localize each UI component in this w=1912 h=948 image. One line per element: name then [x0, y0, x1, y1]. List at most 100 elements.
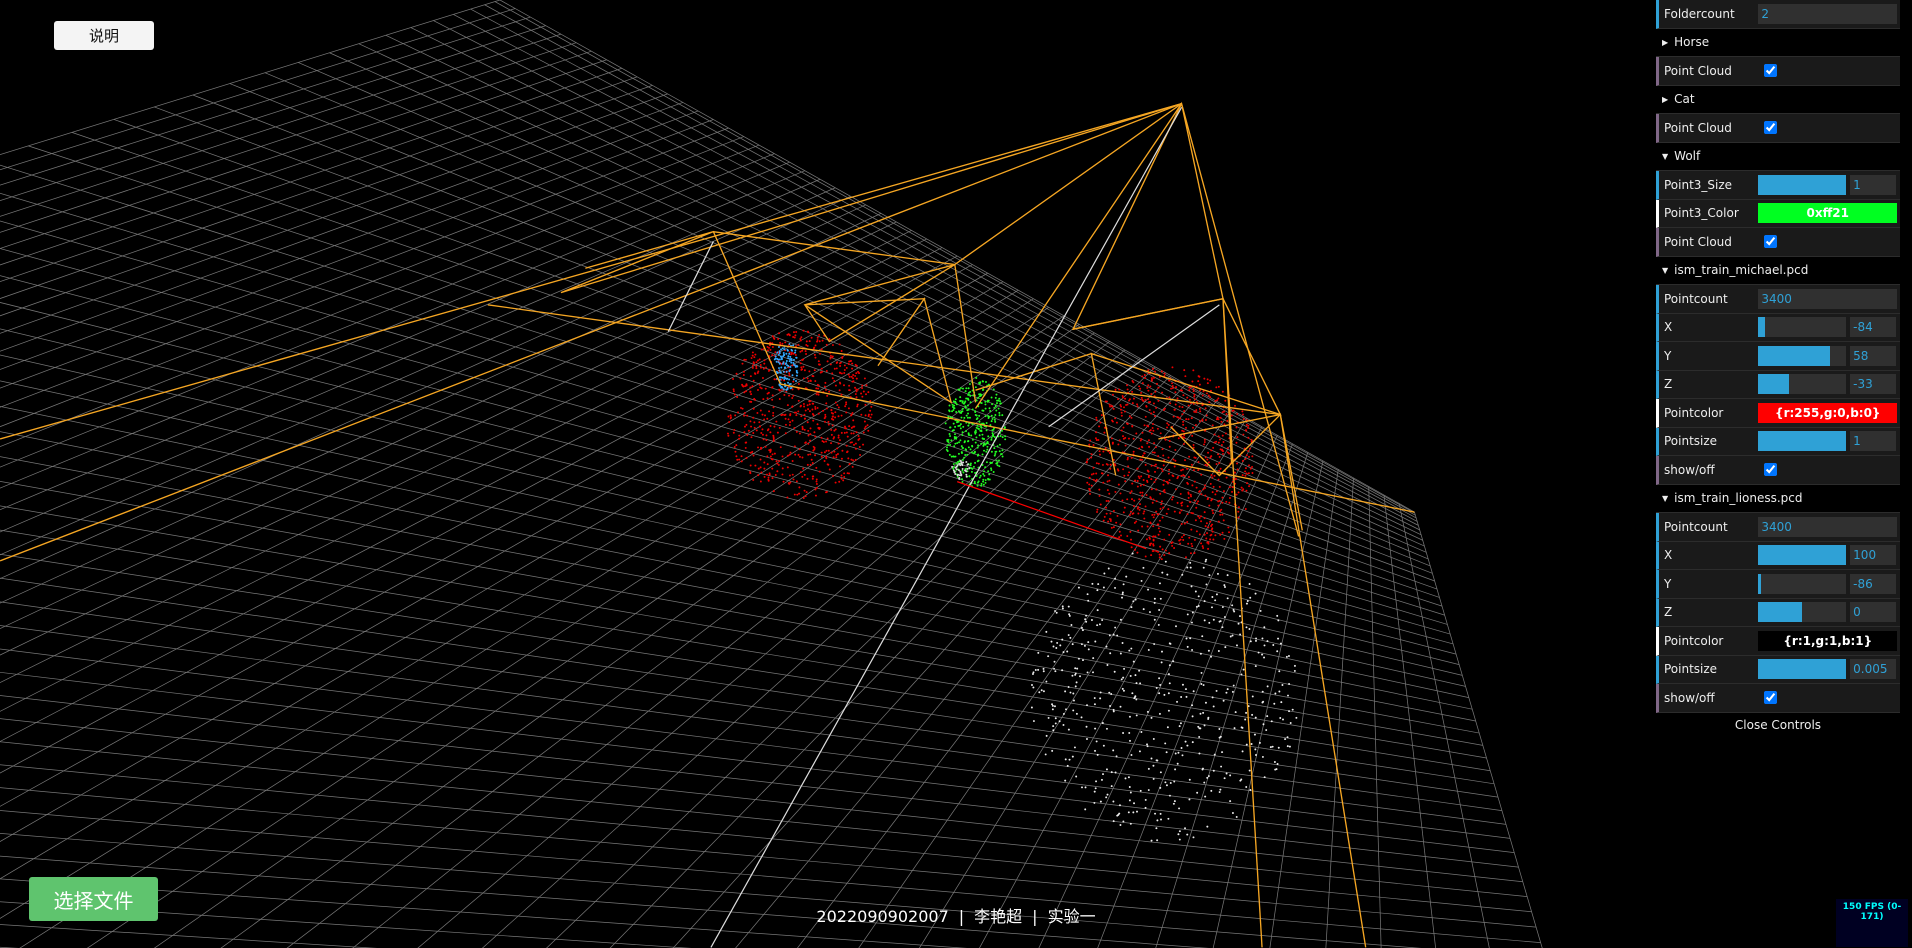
point [1203, 441, 1206, 444]
point [782, 370, 785, 373]
point [1093, 801, 1096, 804]
point [1097, 462, 1100, 465]
slider-value[interactable]: 1 [1850, 174, 1896, 195]
point [783, 378, 786, 381]
slider[interactable] [1758, 317, 1847, 338]
point [827, 423, 830, 426]
point [1119, 492, 1122, 495]
point [802, 329, 805, 332]
slider-value[interactable]: 1 [1850, 431, 1896, 452]
point [1188, 778, 1191, 781]
point [1203, 781, 1206, 784]
point [980, 430, 983, 433]
slider[interactable] [1758, 174, 1847, 195]
point [1204, 795, 1207, 798]
point [1266, 685, 1269, 688]
point [1001, 436, 1004, 439]
help-button[interactable]: 说明 [54, 21, 154, 50]
point [1119, 705, 1122, 708]
point [985, 380, 987, 383]
point [1161, 650, 1163, 653]
point [1185, 418, 1188, 421]
point [1272, 644, 1275, 646]
point [1112, 633, 1115, 636]
point [1193, 395, 1196, 398]
slider[interactable] [1758, 659, 1847, 680]
control-row[interactable]: ▼ Wolf [1656, 142, 1900, 171]
control-row[interactable]: ▶ Horse [1656, 28, 1900, 57]
slider-value[interactable]: 0.005 [1850, 659, 1896, 680]
point [991, 432, 994, 435]
point [1186, 566, 1189, 569]
point [1223, 777, 1226, 780]
slider-value[interactable]: 58 [1850, 345, 1896, 366]
slider-value[interactable]: 100 [1850, 545, 1896, 566]
point [750, 357, 753, 360]
checkbox[interactable] [1764, 121, 1778, 135]
control-row[interactable]: ▼ ism_train_lioness.pcd [1656, 484, 1900, 513]
control-row[interactable]: ▼ ism_train_michael.pcd [1656, 256, 1900, 285]
point [749, 400, 752, 403]
point [1204, 494, 1207, 497]
slider[interactable] [1758, 602, 1847, 623]
point [794, 364, 796, 367]
point [1219, 416, 1222, 419]
point [1186, 505, 1189, 508]
point [785, 360, 788, 362]
control-input: 0.005 [1758, 659, 1900, 680]
close-controls[interactable]: Close Controls [1656, 712, 1900, 737]
point [1255, 639, 1257, 642]
point [1217, 385, 1220, 388]
point [861, 384, 864, 387]
point [1172, 802, 1175, 805]
checkbox[interactable] [1764, 64, 1778, 78]
point [850, 359, 853, 362]
point [746, 414, 749, 417]
point [1098, 623, 1101, 626]
point [797, 399, 800, 402]
checkbox[interactable] [1764, 235, 1778, 249]
checkbox[interactable] [1764, 691, 1778, 705]
point [950, 439, 953, 442]
slider[interactable] [1758, 573, 1847, 594]
slider[interactable] [1758, 545, 1847, 566]
number-field[interactable]: 3400 [1758, 288, 1898, 309]
select-file-button[interactable]: 选择文件 [29, 877, 158, 921]
point [1192, 369, 1195, 372]
point [1152, 737, 1155, 740]
point [1096, 624, 1099, 627]
point [1144, 505, 1147, 508]
point [961, 431, 964, 434]
point [1157, 513, 1160, 516]
color-swatch[interactable]: {r:255,g:0,b:0} [1758, 402, 1898, 423]
slider-value[interactable]: -33 [1850, 374, 1896, 395]
control-label: Point3_Color [1664, 206, 1739, 221]
point [1179, 492, 1182, 495]
slider[interactable] [1758, 431, 1847, 452]
point [812, 414, 815, 417]
point [1251, 455, 1254, 458]
point [782, 388, 785, 391]
point [1147, 384, 1150, 387]
checkbox[interactable] [1764, 463, 1778, 477]
number-field[interactable]: 2 [1758, 3, 1898, 24]
number-field[interactable]: 3400 [1758, 516, 1898, 537]
point [1160, 818, 1162, 821]
slider-value[interactable]: -84 [1850, 317, 1896, 338]
point [954, 401, 957, 403]
color-swatch[interactable]: {r:1,g:1,b:1} [1758, 630, 1898, 651]
point [1031, 672, 1034, 675]
point [1242, 418, 1245, 421]
point [1213, 433, 1216, 436]
point [847, 407, 850, 410]
point [1187, 496, 1190, 499]
point [959, 423, 962, 426]
slider[interactable] [1758, 345, 1847, 366]
slider-value[interactable]: -86 [1850, 573, 1896, 594]
point [1100, 414, 1103, 417]
slider-value[interactable]: 0 [1850, 602, 1896, 623]
point [1171, 387, 1174, 390]
slider[interactable] [1758, 374, 1847, 395]
control-row[interactable]: ▶ Cat [1656, 85, 1900, 114]
color-swatch[interactable]: 0xff21 [1758, 203, 1898, 224]
